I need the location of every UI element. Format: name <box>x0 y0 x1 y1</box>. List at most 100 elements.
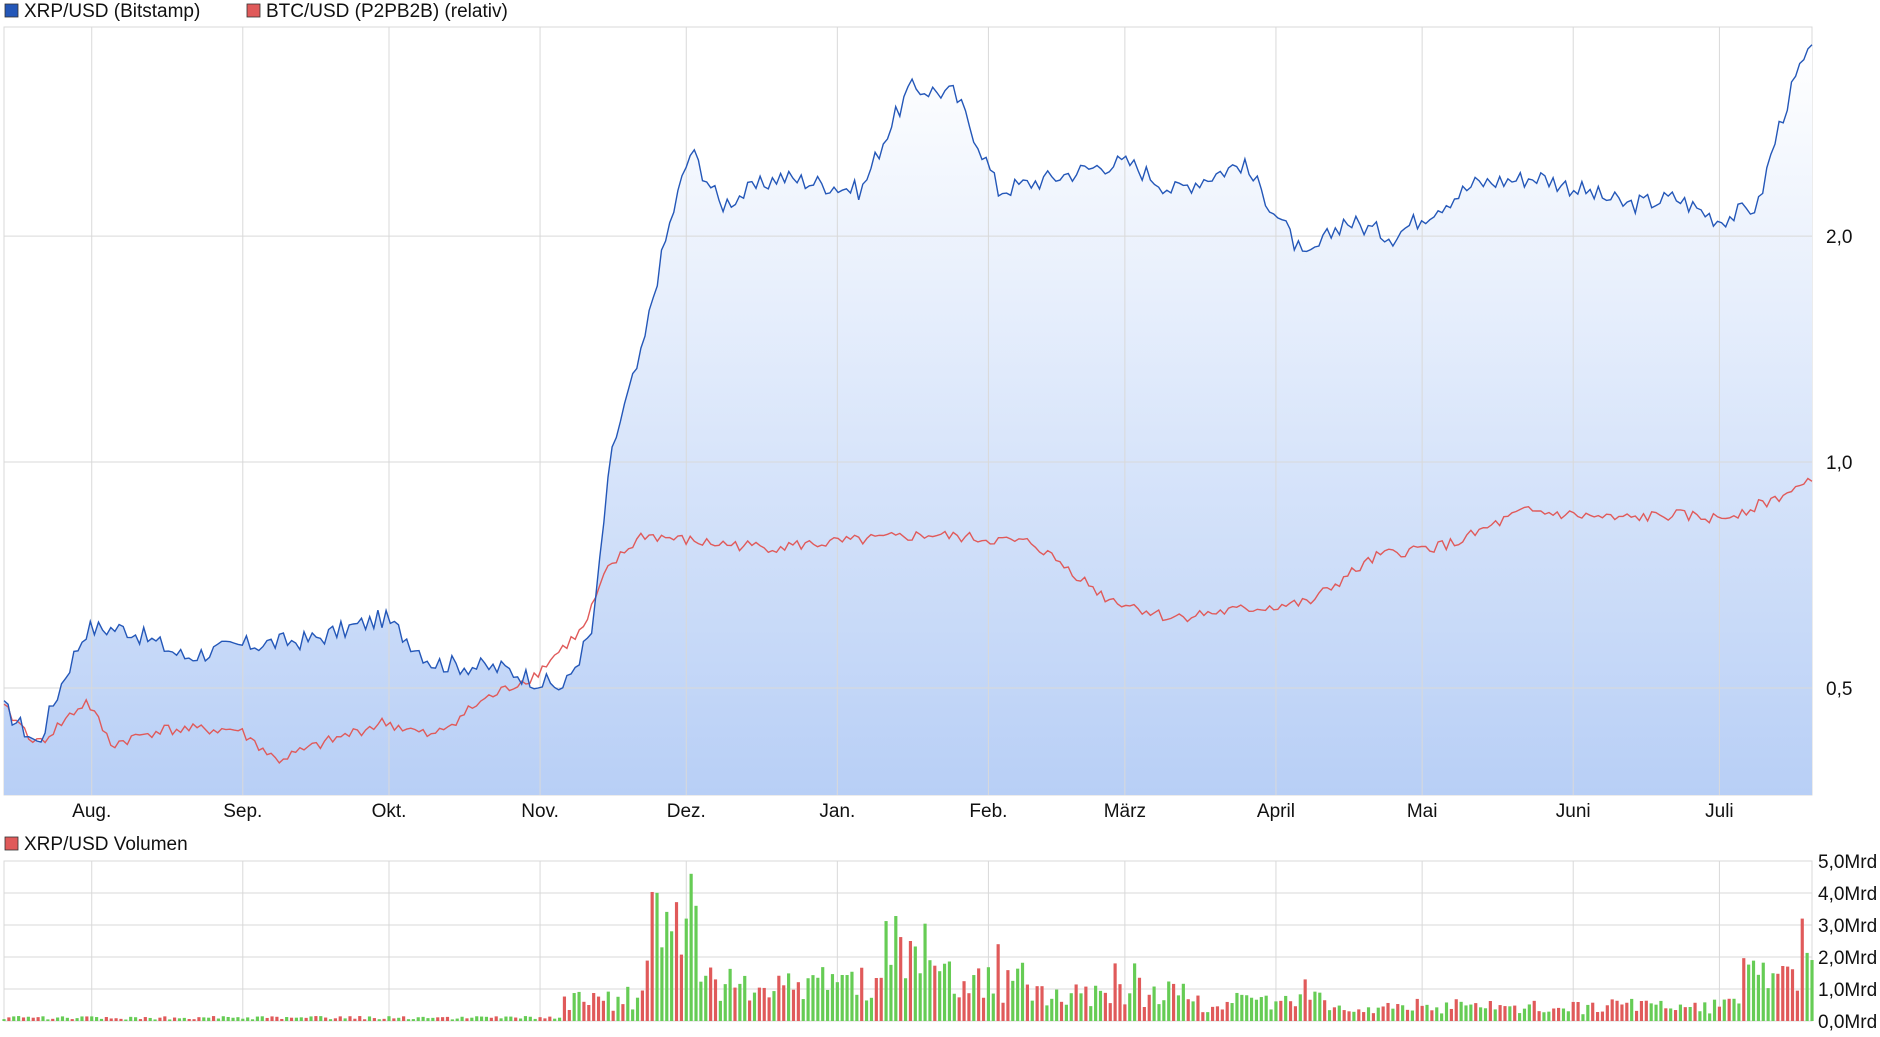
volume-bar <box>402 1016 406 1021</box>
volume-bar <box>684 918 688 1021</box>
volume-bar <box>723 984 727 1021</box>
price-y-tick-label: 2,0 <box>1826 227 1852 248</box>
volume-bar <box>1055 989 1059 1021</box>
volume-bar <box>518 1018 523 1021</box>
volume-bar <box>445 1016 450 1021</box>
volume-bar <box>679 954 683 1021</box>
x-tick-label: Juli <box>1705 801 1734 822</box>
volume-bar <box>158 1017 162 1021</box>
volume-bar <box>1742 958 1746 1021</box>
volume-bar <box>494 1016 498 1021</box>
volume-bar <box>621 1004 625 1021</box>
price-y-tick-label: 0,5 <box>1826 679 1852 700</box>
volume-bar <box>75 1018 79 1021</box>
volume-bar <box>1688 1007 1692 1021</box>
volume-bar <box>231 1017 235 1021</box>
volume-bar <box>1284 995 1288 1021</box>
volume-bar <box>1410 1010 1414 1021</box>
volume-bar <box>1649 1003 1653 1021</box>
volume-bar <box>752 992 757 1021</box>
volume-bar <box>942 963 947 1021</box>
volume-bar <box>1108 1003 1112 1021</box>
volume-bar <box>1069 993 1073 1021</box>
volume-bar <box>484 1016 489 1021</box>
volume-bar <box>972 975 976 1021</box>
volume-bar <box>1469 1004 1473 1021</box>
volume-bar <box>1016 968 1020 1021</box>
volume-bar <box>431 1017 435 1021</box>
volume-bar <box>1537 1011 1541 1021</box>
volume-bar <box>1235 992 1239 1021</box>
volume-bar <box>1274 1001 1278 1021</box>
volume-bar <box>996 944 1000 1021</box>
volume-bar <box>1712 999 1717 1021</box>
volume-bar <box>1269 1009 1273 1021</box>
volume-bar <box>1513 1005 1517 1021</box>
volume-bar <box>1722 999 1726 1021</box>
volume-bar <box>981 997 986 1021</box>
volume-bar <box>358 1016 362 1021</box>
x-tick-label: Feb. <box>969 801 1007 822</box>
volume-bar <box>1751 960 1756 1021</box>
volume-bar <box>1654 1004 1658 1021</box>
volume-bar <box>1259 997 1263 1021</box>
volume-bar <box>1561 1008 1566 1021</box>
volume-bar <box>99 1018 104 1021</box>
volume-bar <box>577 991 581 1021</box>
volume-bar <box>762 987 766 1021</box>
volume-bar <box>1781 966 1785 1021</box>
volume-bar <box>353 1018 357 1021</box>
volume-bar <box>1542 1012 1546 1021</box>
volume-bar <box>1176 995 1181 1021</box>
volume-bar <box>1747 964 1751 1021</box>
volume-y-tick-label: 1,0Mrd <box>1818 980 1877 1001</box>
volume-bar <box>1196 995 1200 1021</box>
x-tick-label: Aug. <box>72 801 111 822</box>
volume-bar <box>192 1019 196 1021</box>
volume-bar <box>119 1018 123 1021</box>
volume-bar <box>772 991 776 1021</box>
volume-bar <box>455 1018 459 1021</box>
volume-bar <box>748 1000 752 1021</box>
volume-bar <box>1249 997 1254 1021</box>
volume-bar <box>728 968 732 1021</box>
volume-bar <box>1045 1005 1049 1021</box>
volume-bar <box>806 978 810 1021</box>
volume-bar <box>1483 1008 1488 1021</box>
volume-bar <box>1810 960 1814 1021</box>
volume-bar <box>967 993 971 1021</box>
volume-bar <box>903 978 908 1021</box>
volume-bar <box>2 1019 6 1021</box>
volume-bar <box>285 1017 289 1021</box>
volume-bar <box>1162 1000 1166 1021</box>
volume-bar <box>416 1017 420 1021</box>
volume-bar <box>90 1016 94 1021</box>
volume-bar <box>1318 992 1322 1021</box>
volume-bar <box>1157 1004 1161 1021</box>
volume-bar <box>41 1016 45 1021</box>
volume-bar <box>1133 963 1137 1021</box>
volume-bar <box>153 1019 157 1021</box>
volume-bar <box>333 1018 337 1021</box>
volume-bar <box>216 1018 221 1021</box>
volume-bar <box>338 1016 342 1021</box>
volume-bar <box>109 1018 113 1021</box>
volume-bar <box>947 961 952 1021</box>
volume-bar <box>1498 1005 1502 1021</box>
volume-bar <box>533 1018 537 1021</box>
volume-bar <box>572 993 576 1021</box>
volume-bar <box>1615 1000 1619 1021</box>
volume-bar <box>791 989 796 1021</box>
volume-bar <box>523 1016 528 1021</box>
volume-bar <box>528 1016 532 1021</box>
volume-bar <box>582 1001 586 1021</box>
volume-bar <box>1430 1010 1434 1021</box>
volume-bar <box>1703 1002 1707 1021</box>
volume-bar <box>460 1016 464 1021</box>
volume-bar <box>7 1017 11 1021</box>
volume-bar <box>1610 999 1614 1021</box>
volume-bar <box>713 979 718 1021</box>
volume-bar <box>1717 1006 1721 1021</box>
volume-bar <box>1756 974 1760 1021</box>
